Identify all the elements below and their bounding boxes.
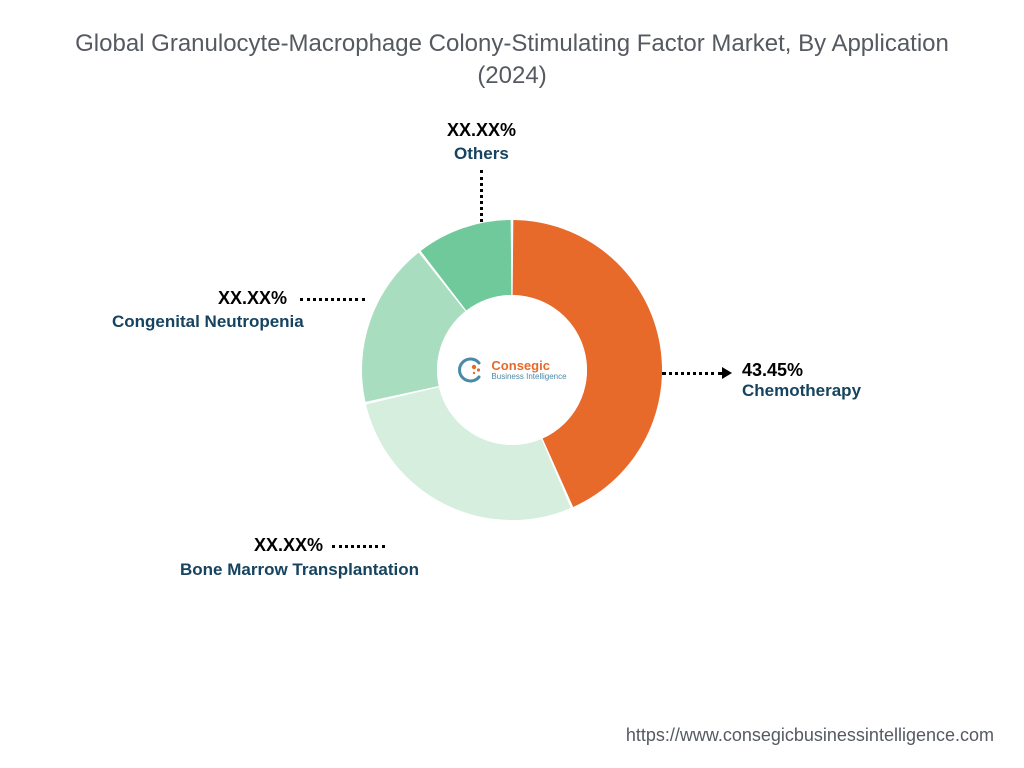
leader-line-cn	[300, 298, 365, 301]
donut-center: Consegic Business Intelligence	[437, 295, 587, 445]
label-bmt-pos: Bone Marrow Transplantation	[180, 560, 419, 580]
label-chemotherapy: Chemotherapy	[742, 381, 861, 401]
leader-arrow-chemo	[722, 367, 732, 379]
pct-chemotherapy: 43.45%	[742, 360, 803, 381]
logo-line1: Consegic	[491, 359, 566, 373]
center-logo: Consegic Business Intelligence	[457, 356, 566, 384]
chart-title: Global Granulocyte-Macrophage Colony-Sti…	[0, 28, 1024, 93]
label-cn: Congenital Neutropenia	[112, 312, 304, 332]
leader-line-others	[480, 170, 483, 222]
leader-line-chemo	[662, 372, 722, 375]
pct-cn: XX.XX%	[218, 288, 287, 309]
logo-text: Consegic Business Intelligence	[491, 359, 566, 381]
callout-chemotherapy: 43.45% Chemotherapy	[742, 360, 861, 401]
logo-line2: Business Intelligence	[491, 373, 566, 381]
leader-line-bmt	[332, 545, 385, 548]
donut-chart: Consegic Business Intelligence	[362, 220, 662, 520]
label-others: Others	[454, 144, 509, 164]
logo-mark-icon	[457, 356, 485, 384]
pct-bmt-pos: XX.XX%	[254, 535, 323, 556]
source-url: https://www.consegicbusinessintelligence…	[626, 725, 994, 746]
pct-others: XX.XX%	[447, 120, 516, 141]
